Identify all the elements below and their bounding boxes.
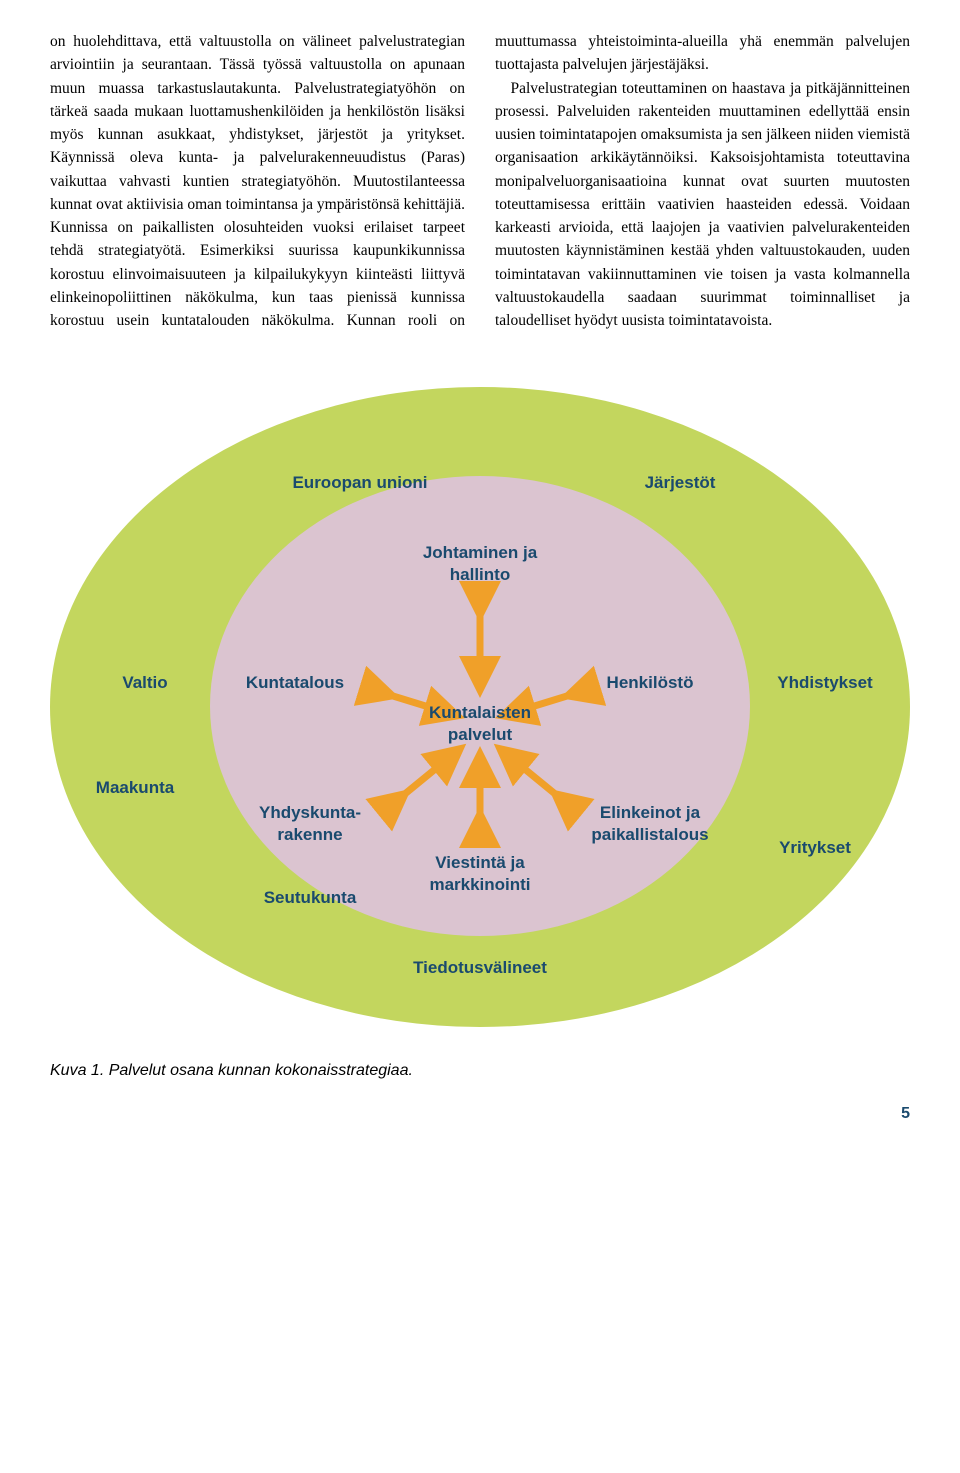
label-yhdistykset: Yhdistykset	[760, 672, 890, 693]
label-inner-top: Johtaminen jahallinto	[390, 542, 570, 585]
label-inner-bottom: Viestintä jamarkkinointi	[400, 852, 560, 895]
label-jarjestot: Järjestöt	[620, 472, 740, 493]
label-inner-bl: Yhdyskunta-rakenne	[235, 802, 385, 845]
figure-caption: Kuva 1. Palvelut osana kunnan kokonaisst…	[50, 1062, 910, 1080]
strategy-diagram: Kuntalaistenpalvelut Johtaminen jahallin…	[50, 382, 910, 1032]
page-number: 5	[50, 1105, 910, 1123]
label-inner-left: Kuntatalous	[230, 672, 360, 693]
label-tiedotus: Tiedotusvälineet	[390, 957, 570, 978]
label-yritykset: Yritykset	[755, 837, 875, 858]
label-inner-right: Henkilöstö	[590, 672, 710, 693]
label-inner-br: Elinkeinot japaikallistalous	[570, 802, 730, 845]
label-valtio: Valtio	[105, 672, 185, 693]
label-maakunta: Maakunta	[75, 777, 195, 798]
label-seutukunta: Seutukunta	[245, 887, 375, 908]
label-center: Kuntalaistenpalvelut	[410, 702, 550, 745]
body-text: on huolehdittava, että valtuustolla on v…	[50, 30, 910, 332]
label-eu: Euroopan unioni	[270, 472, 450, 493]
